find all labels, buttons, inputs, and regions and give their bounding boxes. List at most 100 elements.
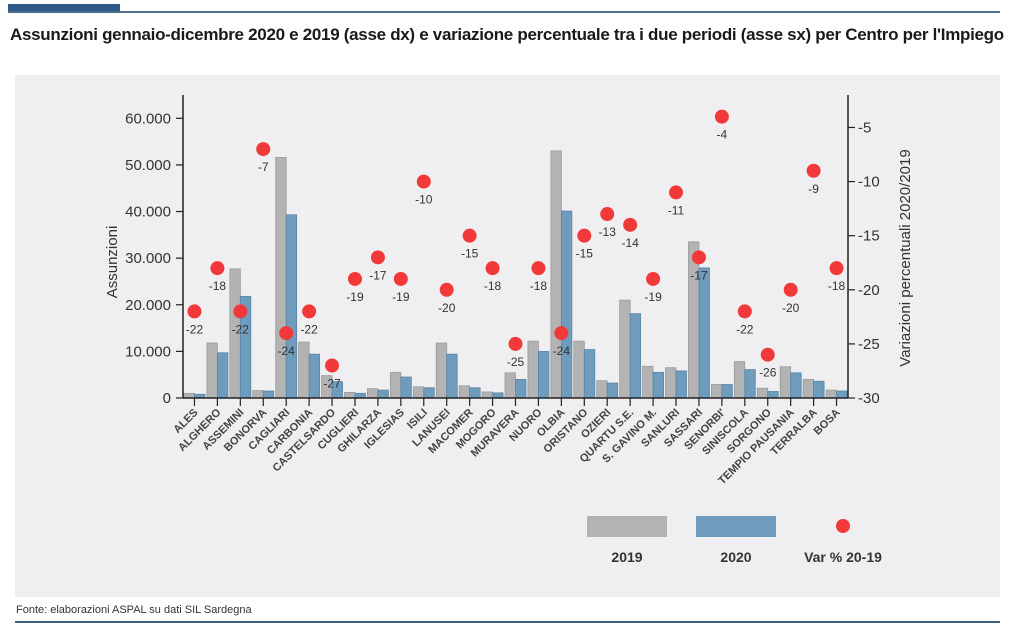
legend-label-var-pct: Var % 20-19: [804, 549, 882, 565]
var-pct-label: -22: [300, 322, 318, 336]
var-pct-label: -18: [828, 279, 846, 293]
var-pct-point: [646, 271, 661, 286]
footer-rule: [15, 621, 1000, 623]
var-pct-point: [531, 261, 546, 276]
bar-2020: [423, 387, 435, 399]
bar-2020: [721, 384, 733, 399]
var-pct-point: [600, 207, 615, 222]
bar-2019: [802, 378, 815, 399]
var-pct-point: [279, 326, 294, 341]
var-pct-point: [806, 163, 821, 178]
header-accent-bar: [8, 4, 120, 13]
var-pct-label: -7: [258, 160, 269, 174]
bar-2020: [629, 313, 642, 399]
var-pct-label: -14: [621, 236, 639, 250]
var-pct-label: -18: [530, 279, 548, 293]
y2-axis-title: Variazioni percentuali 2020/2019: [897, 149, 914, 366]
var-pct-label: -27: [323, 377, 341, 391]
chart-panel: [15, 75, 1000, 597]
bar-2019: [642, 365, 654, 399]
y-tick-label: 0: [163, 390, 171, 407]
bar-2019: [619, 299, 631, 399]
bar-2020: [813, 380, 825, 399]
bar-2019: [435, 342, 448, 399]
var-pct-label: -24: [553, 344, 571, 358]
bar-2020: [836, 390, 848, 399]
var-pct-point: [462, 228, 477, 243]
header-rule: [8, 11, 1000, 13]
x-tick-label: BOSA: [812, 407, 843, 438]
var-pct-label: -19: [644, 290, 662, 304]
bar-2019: [206, 342, 218, 399]
bar-2019: [275, 157, 287, 399]
var-pct-label: -15: [461, 247, 479, 261]
bar-2020: [262, 390, 275, 399]
bar-2020: [675, 370, 687, 399]
var-pct-label: -19: [346, 290, 364, 304]
var-pct-point: [714, 109, 729, 124]
bar-2020: [492, 392, 504, 399]
var-pct-point: [508, 336, 523, 351]
bar-2020: [560, 210, 573, 399]
bar-2020: [652, 371, 664, 399]
y-tick-label: 50.000: [125, 157, 171, 174]
y2-tick-label: -30: [858, 390, 880, 407]
bar-2019: [825, 389, 837, 399]
var-pct-label: -18: [209, 279, 227, 293]
var-pct-point: [439, 282, 454, 297]
var-pct-label: -22: [736, 322, 754, 336]
var-pct-label: -19: [392, 290, 410, 304]
var-pct-point: [760, 347, 775, 362]
y-tick-label: 30.000: [125, 250, 171, 267]
bar-2019: [527, 340, 539, 399]
bar-2019: [550, 150, 562, 399]
legend-swatch-2020: [696, 516, 776, 537]
var-pct-label: -17: [369, 268, 387, 282]
bar-2020: [308, 353, 321, 399]
y2-tick-label: -5: [858, 119, 871, 136]
var-pct-label: -22: [232, 322, 250, 336]
bar-2019: [733, 361, 746, 399]
bar-2019: [412, 386, 425, 399]
bar-2020: [515, 378, 527, 399]
var-pct-label: -13: [599, 225, 617, 239]
bar-2020: [446, 353, 458, 399]
bar-2020: [790, 372, 802, 399]
bar-2020: [400, 376, 412, 399]
bar-2020: [377, 389, 389, 399]
bar-2019: [779, 366, 792, 399]
var-pct-label: -20: [438, 301, 456, 315]
var-pct-label: -4: [717, 128, 728, 142]
var-pct-point: [485, 261, 500, 276]
var-pct-point: [393, 271, 408, 286]
bar-2019: [756, 387, 769, 399]
bar-2020: [767, 391, 779, 399]
var-pct-label: -18: [484, 279, 502, 293]
chart-title: Assunzioni gennaio-dicembre 2020 e 2019 …: [10, 25, 1004, 44]
y-tick-label: 10.000: [125, 343, 171, 360]
var-pct-point: [187, 304, 202, 319]
var-pct-point: [737, 304, 752, 319]
bar-2019: [710, 384, 723, 399]
bar-2019: [344, 392, 356, 399]
var-pct-point: [669, 185, 684, 200]
bar-2019: [298, 341, 310, 399]
var-pct-point: [623, 217, 638, 232]
y-tick-label: 60.000: [125, 110, 171, 127]
bar-2020: [606, 382, 619, 399]
var-pct-point: [370, 250, 385, 265]
bar-2020: [469, 387, 481, 399]
bar-2019: [504, 372, 516, 399]
y-tick-label: 20.000: [125, 297, 171, 314]
bar-2019: [367, 388, 379, 399]
var-pct-label: -10: [415, 193, 433, 207]
bar-2020: [285, 214, 298, 399]
var-pct-point: [302, 304, 317, 319]
var-pct-point: [347, 271, 362, 286]
bar-2020: [216, 352, 229, 399]
y2-tick-label: -10: [858, 174, 880, 191]
legend-label-2020: 2020: [720, 549, 751, 565]
bar-2019: [389, 371, 402, 399]
bar-2019: [688, 241, 700, 399]
var-pct-label: -26: [759, 366, 777, 380]
